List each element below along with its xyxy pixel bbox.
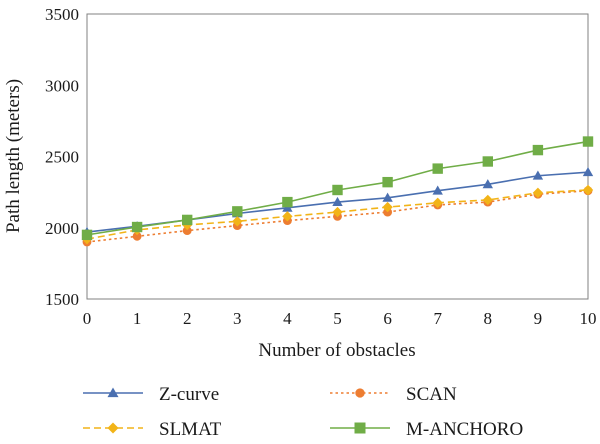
plot-area [86,13,589,300]
series-markers [81,136,594,247]
data-point-slmat [232,216,243,227]
data-point-m-anchoro [131,221,143,233]
data-point-z-curve [582,166,594,177]
y-tick-label: 2000 [45,219,79,238]
x-tick-label: 4 [283,309,292,328]
data-point-scan [132,231,142,241]
data-point-m-anchoro [532,144,544,156]
legend-label: Z-curve [159,384,219,405]
data-point-slmat [282,211,293,222]
legend-marker-m-anchoro [354,422,366,434]
data-point-m-anchoro [232,206,243,217]
x-tick-label: 3 [233,309,242,328]
data-point-m-anchoro [582,136,594,147]
legend-marker-z-curve [107,387,119,398]
y-tick-label: 3000 [45,76,79,95]
data-point-scan [182,226,192,236]
x-tick-label: 10 [580,309,597,328]
x-tick-label: 6 [383,309,392,328]
legend: Z-curve SCAN SLMAT M-ANCHORO [83,384,523,440]
legend-item-slmat: SLMAT [83,419,222,440]
data-point-m-anchoro [182,214,193,226]
legend-marker-slmat [107,422,119,434]
x-tick-label: 0 [83,309,92,328]
x-tick-label: 1 [133,309,142,328]
data-point-z-curve [432,185,443,195]
data-point-z-curve [332,196,343,206]
data-point-slmat [382,201,393,213]
data-point-m-anchoro [432,163,443,174]
legend-item-z-curve: Z-curve [83,384,219,405]
y-tick-label: 3500 [45,5,79,24]
legend-label: SLMAT [159,419,222,440]
axis-ticks: 1500 2000 2500 3000 3500 0 1 2 3 4 5 6 7 8 9 10 [45,5,597,328]
data-point-z-curve [382,192,393,202]
data-point-m-anchoro [382,176,393,188]
x-tick-label: 7 [433,309,442,328]
y-tick-label: 1500 [45,290,79,309]
y-axis-title: Path length (meters) [3,79,24,233]
data-point-m-anchoro [81,229,93,241]
data-point-slmat [332,206,343,218]
data-point-m-anchoro [282,196,293,208]
x-tick-label: 5 [333,309,342,328]
data-point-slmat [432,197,443,209]
legend-label: M-ANCHORO [406,419,523,440]
data-point-m-anchoro [482,156,493,167]
y-tick-label: 2500 [45,148,79,167]
data-point-m-anchoro [332,184,343,196]
data-point-z-curve [532,170,544,180]
data-point-slmat [532,187,544,199]
legend-item-scan: SCAN [330,384,457,405]
x-tick-label: 9 [534,309,543,328]
x-tick-label: 2 [183,309,192,328]
legend-label: SCAN [406,384,457,405]
data-point-slmat [582,184,594,196]
x-tick-label: 8 [484,309,493,328]
series-line-scan [86,189,589,243]
x-axis-title: Number of obstacles [258,340,415,361]
legend-item-m-anchoro: M-ANCHORO [330,419,523,440]
data-point-z-curve [482,179,493,189]
data-point-slmat [482,194,493,206]
series-line-slmat [86,189,589,240]
legend-marker-scan [355,388,365,398]
